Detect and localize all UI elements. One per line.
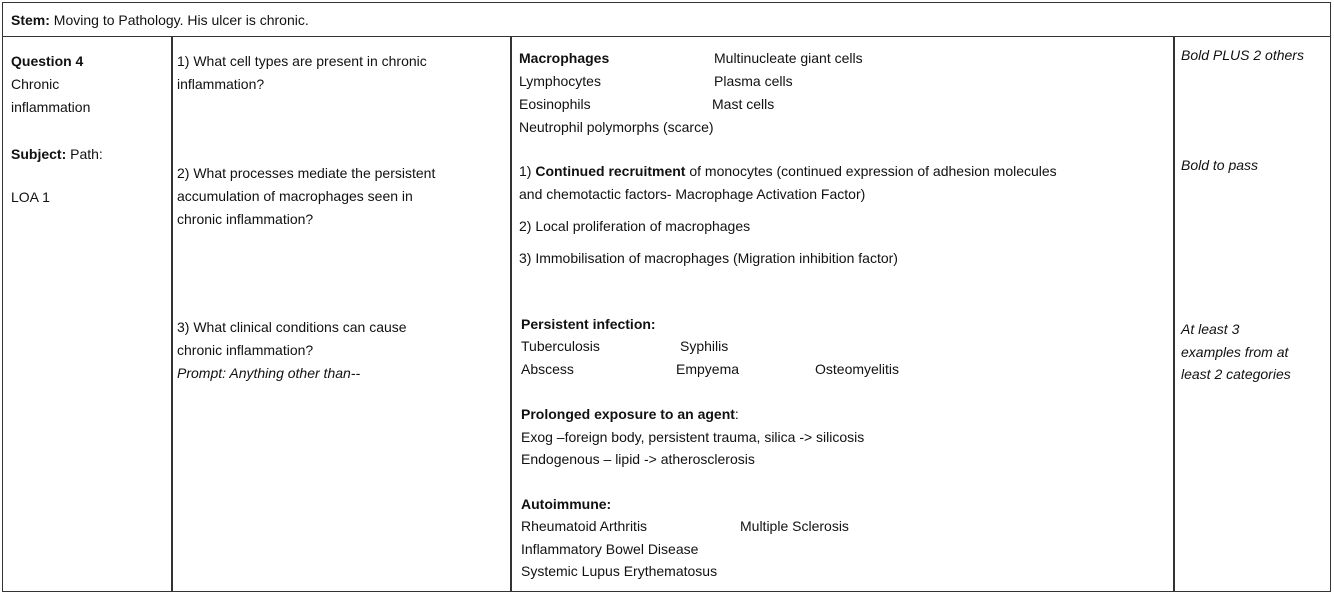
- topic-line: Chronic: [11, 76, 60, 92]
- answer-item: Lymphocytes: [519, 73, 601, 89]
- pass-criteria: Bold PLUS 2 others: [1181, 47, 1304, 63]
- question-3-text: 3) What clinical conditions can cause: [177, 319, 407, 335]
- question-2-text: 2) What processes mediate the persistent: [177, 165, 436, 181]
- answer-item: Inflammatory Bowel Disease: [521, 541, 699, 557]
- stem-row: Stem: Moving to Pathology. His ulcer is …: [3, 3, 1330, 37]
- question-1-text: 1) What cell types are present in chroni…: [177, 53, 427, 69]
- column-divider: [1173, 37, 1175, 591]
- question-3-prompt: Prompt: Anything other than--: [177, 365, 361, 381]
- category-heading: Autoimmune:: [521, 496, 612, 512]
- answer-item: Tuberculosis: [521, 338, 600, 354]
- loa-label: LOA 1: [11, 189, 50, 205]
- question-3-text: chronic inflammation?: [177, 342, 314, 358]
- answer-item: Macrophages: [519, 50, 610, 66]
- answer-item: Syphilis: [680, 338, 729, 354]
- answer-item: Abscess: [521, 361, 574, 377]
- question-2-text: accumulation of macrophages seen in: [177, 188, 413, 204]
- column-divider: [510, 37, 512, 591]
- answer-text: of monocytes (continued expression of ad…: [685, 163, 1057, 179]
- subject-value: Path:: [66, 146, 103, 162]
- answer-item: Mast cells: [712, 96, 775, 112]
- answer-number: 1): [519, 163, 536, 179]
- subject-line: Subject: Path:: [11, 143, 103, 165]
- answer-item: Systemic Lupus Erythematosus: [521, 563, 718, 579]
- answer-item: Multiple Sclerosis: [740, 518, 849, 534]
- stem-label: Stem:: [11, 12, 50, 28]
- answer-line: and chemotactic factors- Macrophage Acti…: [519, 186, 866, 202]
- answer-item: Eosinophils: [519, 96, 591, 112]
- pass-criteria: Bold to pass: [1181, 157, 1259, 173]
- answer-line: 2) Local proliferation of macrophages: [519, 218, 751, 234]
- subject-label: Subject:: [11, 146, 67, 162]
- answer-line: 1) Continued recruitment of monocytes (c…: [519, 160, 1057, 182]
- category-heading: Persistent infection:: [521, 316, 656, 332]
- topic-line: inflammation: [11, 99, 91, 115]
- heading-colon: :: [734, 406, 739, 422]
- column-divider: [171, 37, 173, 591]
- answer-item: Rheumatoid Arthritis: [521, 518, 648, 534]
- answer-line: Endogenous – lipid -> atherosclerosis: [521, 451, 755, 467]
- answer-item: Neutrophil polymorphs (scarce): [519, 119, 714, 135]
- answer-line: Exog –foreign body, persistent trauma, s…: [521, 429, 865, 445]
- answer-line: 3) Immobilisation of macrophages (Migrat…: [519, 250, 898, 266]
- pass-criteria: At least 3: [1181, 321, 1240, 337]
- question-1-text: inflammation?: [177, 76, 265, 92]
- pass-criteria: examples from at: [1181, 344, 1289, 360]
- stem-text: Moving to Pathology. His ulcer is chroni…: [49, 12, 309, 28]
- category-heading: Prolonged exposure to an agent: [521, 406, 735, 422]
- answer-item: Multinucleate giant cells: [714, 50, 863, 66]
- question-number: Question 4: [11, 53, 84, 69]
- question-2-text: chronic inflammation?: [177, 211, 314, 227]
- category-heading-line: Prolonged exposure to an agent:: [521, 403, 739, 425]
- answer-item: Osteomyelitis: [815, 361, 900, 377]
- answer-item: Plasma cells: [714, 73, 793, 89]
- pass-criteria: least 2 categories: [1181, 366, 1291, 382]
- answer-emphasis: Continued recruitment: [535, 163, 686, 179]
- answer-item: Empyema: [676, 361, 740, 377]
